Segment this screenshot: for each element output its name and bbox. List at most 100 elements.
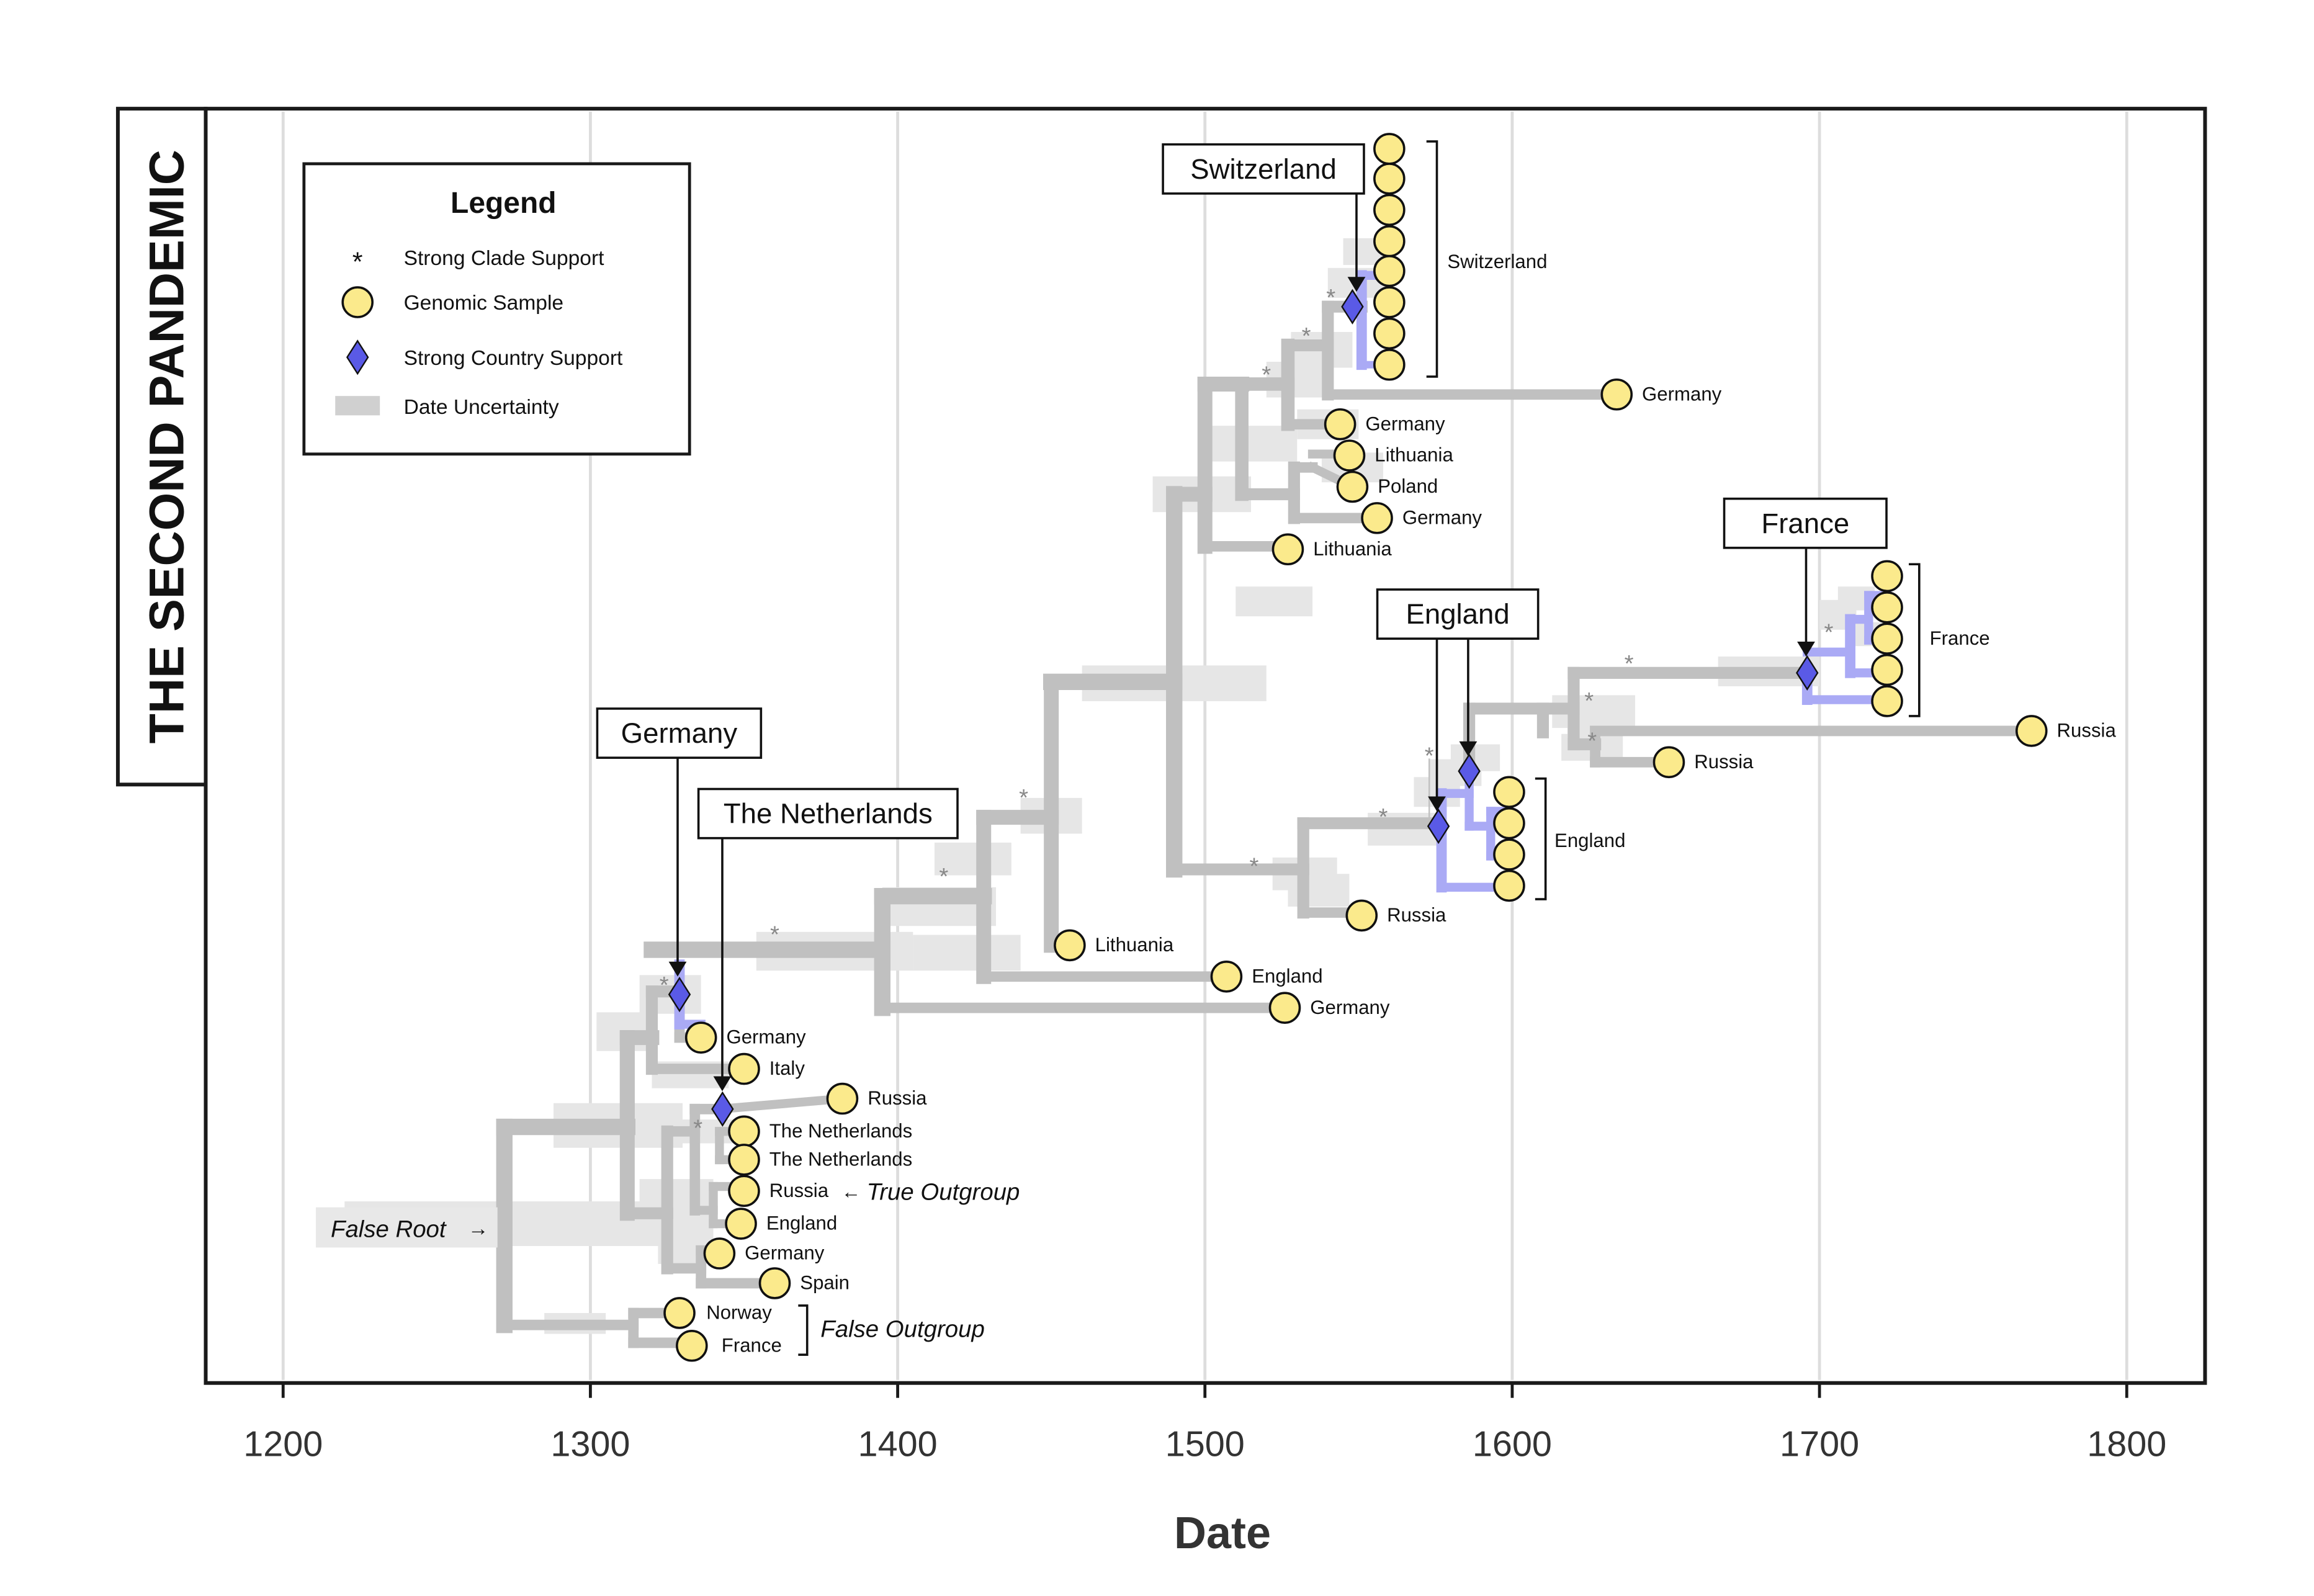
genomic-sample — [1271, 533, 1304, 566]
genomic-sample — [1268, 992, 1301, 1024]
false-root-shade — [316, 1207, 498, 1248]
false-root-label: False Root — [331, 1216, 447, 1243]
genomic-sample — [1345, 899, 1378, 932]
leaf-label: Russia — [1387, 904, 1446, 926]
genomic-sample — [1373, 317, 1406, 350]
genomic-sample — [1054, 929, 1086, 962]
genomic-sample — [728, 1175, 760, 1208]
leaf-label: Italy — [769, 1057, 805, 1079]
leaf-label: France — [722, 1334, 782, 1356]
leaf-label: The Netherlands — [769, 1148, 912, 1170]
genomic-sample — [1871, 591, 1903, 624]
genomic-sample — [1653, 746, 1685, 779]
legend-label-clade-support: Strong Clade Support — [404, 247, 605, 270]
uncertainty-bar — [1288, 874, 1350, 907]
callout-label: The Netherlands — [724, 798, 933, 830]
leaf-label: Russia — [2057, 720, 2117, 742]
tree-branch — [714, 1093, 848, 1114]
genomic-sample — [1493, 869, 1525, 902]
callout-arrowhead-icon — [713, 1076, 732, 1092]
true-outgroup-label: True Outgroup — [867, 1179, 1020, 1206]
clade-support-asterisk: * — [1587, 728, 1597, 755]
genomic-sample — [1493, 807, 1525, 840]
uncertainty-bar — [935, 842, 1011, 876]
legend-sample-icon — [341, 286, 374, 318]
clade-brackets: Switzerland France England — [1426, 140, 1990, 900]
x-axis: 1200 1300 1400 1500 1600 1700 1800 — [243, 1383, 2166, 1464]
false-outgroup-label: False Outgroup — [820, 1316, 985, 1342]
leaf-label: The Netherlands — [769, 1120, 912, 1142]
genomic-sample — [1210, 960, 1243, 993]
genomic-sample — [728, 1052, 760, 1085]
leaf-label: Poland — [1378, 475, 1438, 497]
leaf-label: England — [1252, 965, 1322, 987]
genomic-sample — [663, 1297, 696, 1329]
callout-label: Switzerland — [1190, 153, 1337, 185]
clade-support-asterisk: * — [770, 921, 779, 948]
x-axis-label: Date — [1174, 1509, 1271, 1558]
genomic-sample — [1361, 502, 1393, 534]
clade-support-asterisk: * — [1019, 784, 1028, 811]
clade-support-asterisk: * — [1625, 650, 1634, 677]
genomic-sample — [684, 1021, 717, 1054]
leaf-label: Germany — [1642, 383, 1722, 405]
country-support-diamond — [711, 1091, 734, 1127]
genomic-sample — [1333, 439, 1366, 472]
genomic-sample — [758, 1267, 791, 1299]
uncertainty-bar — [1204, 426, 1298, 462]
genomic-sample — [1373, 133, 1406, 165]
clade-support-asterisk: * — [939, 863, 948, 890]
leaf-label: Lithuania — [1095, 934, 1174, 956]
x-tick-label: 1700 — [1780, 1424, 1859, 1464]
true-outgroup-arrow-icon: ← — [841, 1181, 861, 1203]
callout-label: England — [1406, 598, 1509, 630]
clade-support-asterisk: * — [660, 972, 669, 998]
genomic-sample — [1871, 685, 1903, 717]
leaf-labels: Germany Germany Lithuania Poland Germany Lith… — [706, 383, 2116, 1356]
clade-bracket — [1426, 140, 1438, 378]
callout-box — [1376, 588, 1540, 640]
clade-support-asterisk: * — [1302, 323, 1311, 349]
country-support-diamond — [1341, 289, 1364, 325]
country-callouts: Switzerland France England Germany The Nethe… — [596, 143, 1888, 1092]
leaf-label: Russia — [769, 1180, 829, 1201]
clade-support-asterisk: * — [1262, 362, 1271, 388]
genomic-sample — [1493, 776, 1525, 809]
clade-support-asterisk: * — [1326, 284, 1335, 311]
x-tick-label: 1600 — [1473, 1424, 1552, 1464]
leaf-label: Germany — [745, 1242, 825, 1264]
side-title: THE SECOND PANDEMIC — [139, 150, 194, 743]
leaf-label: Norway — [706, 1302, 772, 1324]
x-tick-label: 1800 — [2087, 1424, 2166, 1464]
leaf-label: Lithuania — [1374, 444, 1453, 466]
genomic-sample — [1373, 254, 1406, 287]
genomic-sample — [1600, 378, 1633, 411]
genomic-samples — [663, 133, 2048, 1362]
genomic-sample — [1373, 194, 1406, 226]
genomic-sample — [676, 1329, 708, 1362]
genomic-sample — [703, 1237, 736, 1270]
legend-label-country-support: Strong Country Support — [404, 347, 623, 370]
clade-bracket-label: France — [1930, 627, 1990, 649]
clade-support-asterisk: * — [1378, 804, 1388, 830]
callout-label: Germany — [621, 717, 738, 749]
callout-box — [596, 707, 763, 759]
callout-arrowhead-icon — [1459, 741, 1478, 756]
genomic-sample — [1324, 408, 1357, 441]
callout-arrowhead-icon — [1428, 796, 1446, 812]
genomic-sample — [1871, 653, 1903, 686]
callout-box — [1723, 497, 1888, 549]
callout-arrowhead-icon — [1347, 277, 1366, 292]
callout-box — [697, 787, 959, 840]
genomic-sample — [1336, 470, 1369, 503]
genomic-sample — [1373, 163, 1406, 195]
country-support-diamond — [1796, 655, 1819, 691]
x-tick-label: 1200 — [243, 1424, 323, 1464]
clade-bracket — [1909, 563, 1921, 717]
x-tick-label: 1300 — [550, 1424, 630, 1464]
genomic-sample — [826, 1082, 859, 1115]
leaf-label: Russia — [868, 1087, 927, 1109]
callout-arrowhead-icon — [1797, 641, 1815, 657]
leaf-label: England — [766, 1213, 837, 1234]
